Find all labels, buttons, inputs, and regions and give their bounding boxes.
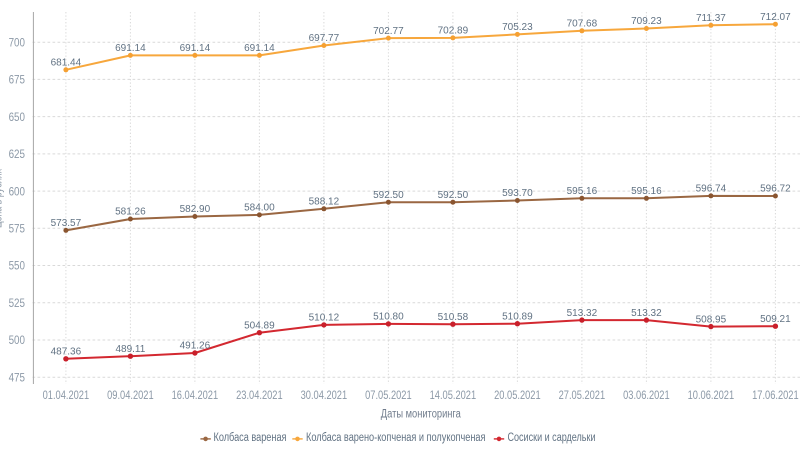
svg-text:513.32: 513.32 — [631, 308, 662, 319]
svg-text:Колбаса вареная: Колбаса вареная — [214, 432, 287, 444]
svg-text:582.90: 582.90 — [180, 204, 211, 215]
svg-text:707.68: 707.68 — [567, 19, 598, 30]
svg-text:30.04.2021: 30.04.2021 — [301, 388, 348, 402]
svg-text:691.14: 691.14 — [244, 43, 275, 54]
svg-text:27.05.2021: 27.05.2021 — [559, 388, 606, 402]
svg-text:595.16: 595.16 — [631, 186, 662, 197]
svg-text:625: 625 — [9, 149, 25, 161]
svg-text:550: 550 — [9, 261, 25, 273]
svg-text:Колбаса варено-копченая и полу: Колбаса варено-копченая и полукопченая — [306, 432, 486, 444]
svg-text:702.89: 702.89 — [438, 26, 469, 37]
svg-text:595.16: 595.16 — [567, 186, 598, 197]
svg-text:Цена в рублях: Цена в рублях — [0, 169, 4, 228]
svg-text:593.70: 593.70 — [502, 188, 533, 199]
svg-text:712.07: 712.07 — [760, 12, 791, 23]
svg-text:510.89: 510.89 — [502, 311, 533, 322]
svg-text:691.14: 691.14 — [115, 43, 146, 54]
svg-text:17.06.2021: 17.06.2021 — [752, 388, 799, 402]
svg-text:700: 700 — [9, 37, 25, 49]
svg-text:513.32: 513.32 — [567, 308, 598, 319]
svg-text:16.04.2021: 16.04.2021 — [172, 388, 219, 402]
svg-text:675: 675 — [9, 75, 25, 87]
svg-text:01.04.2021: 01.04.2021 — [43, 388, 90, 402]
svg-text:475: 475 — [9, 372, 25, 384]
svg-text:573.57: 573.57 — [51, 218, 82, 229]
svg-text:711.37: 711.37 — [696, 13, 726, 24]
svg-text:07.05.2021: 07.05.2021 — [365, 388, 412, 402]
svg-text:650: 650 — [9, 112, 25, 124]
svg-text:508.95: 508.95 — [696, 314, 727, 325]
svg-text:588.12: 588.12 — [309, 197, 340, 208]
svg-text:20.05.2021: 20.05.2021 — [494, 388, 541, 402]
svg-text:510.12: 510.12 — [309, 313, 340, 324]
svg-text:504.89: 504.89 — [244, 320, 275, 331]
svg-text:697.77: 697.77 — [309, 33, 340, 44]
svg-text:705.23: 705.23 — [502, 22, 533, 33]
svg-text:600: 600 — [9, 186, 25, 198]
svg-text:681.44: 681.44 — [51, 58, 82, 69]
svg-text:510.58: 510.58 — [438, 312, 469, 323]
svg-text:10.06.2021: 10.06.2021 — [688, 388, 735, 402]
svg-text:489.11: 489.11 — [115, 344, 145, 355]
svg-text:709.23: 709.23 — [631, 16, 662, 27]
svg-text:581.26: 581.26 — [115, 207, 146, 218]
svg-text:14.05.2021: 14.05.2021 — [430, 388, 477, 402]
svg-text:691.14: 691.14 — [180, 43, 211, 54]
svg-text:09.04.2021: 09.04.2021 — [107, 388, 154, 402]
svg-text:Даты мониторинга: Даты мониторинга — [381, 408, 461, 420]
svg-text:592.50: 592.50 — [373, 190, 404, 201]
svg-text:Сосиски и сардельки: Сосиски и сардельки — [508, 432, 596, 444]
svg-text:510.80: 510.80 — [373, 312, 404, 323]
svg-text:702.77: 702.77 — [373, 26, 404, 37]
svg-text:500: 500 — [9, 335, 25, 347]
svg-text:491.26: 491.26 — [180, 341, 211, 352]
svg-text:584.00: 584.00 — [244, 203, 275, 214]
svg-text:592.50: 592.50 — [438, 190, 469, 201]
svg-text:596.74: 596.74 — [696, 184, 727, 195]
svg-text:509.21: 509.21 — [760, 314, 791, 325]
svg-text:525: 525 — [9, 298, 25, 310]
svg-text:487.36: 487.36 — [51, 347, 82, 358]
svg-text:596.72: 596.72 — [760, 184, 791, 195]
svg-text:03.06.2021: 03.06.2021 — [623, 388, 670, 402]
svg-text:23.04.2021: 23.04.2021 — [236, 388, 283, 402]
svg-text:575: 575 — [9, 224, 25, 236]
